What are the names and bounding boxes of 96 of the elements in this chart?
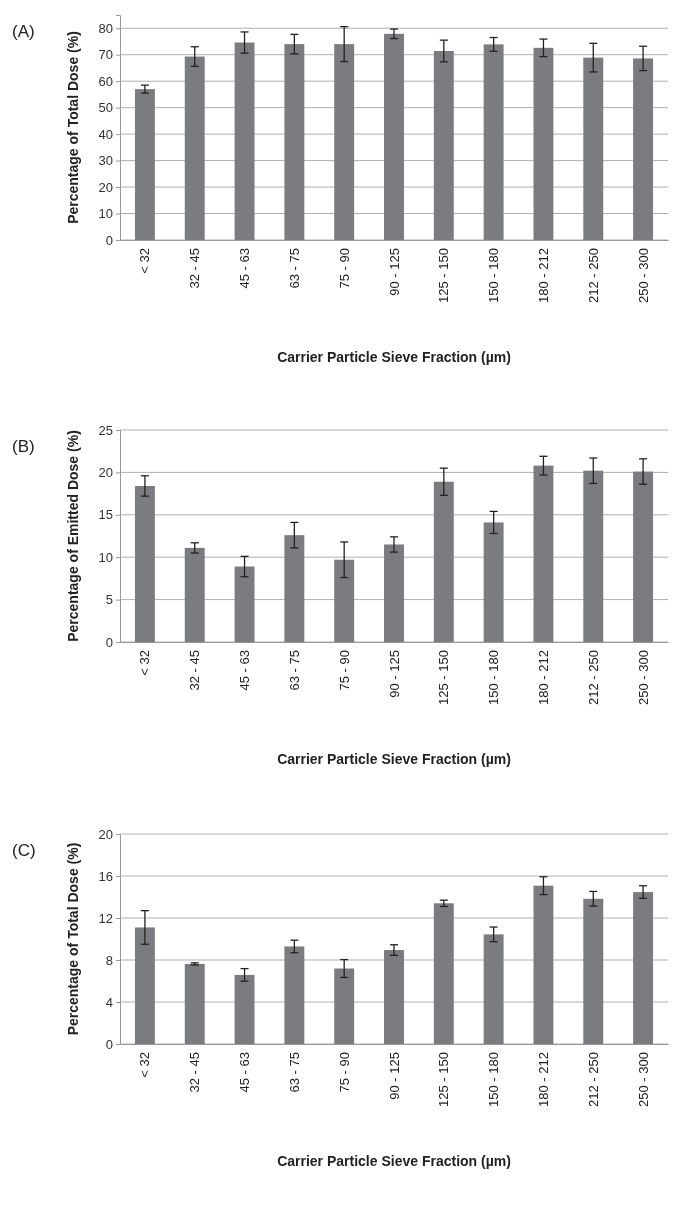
bar xyxy=(533,885,554,1044)
bar xyxy=(184,963,205,1044)
bar xyxy=(533,47,554,240)
x-tick-label: 150 - 180 xyxy=(486,650,502,705)
y-tick-label: 80 xyxy=(98,20,113,36)
x-tick-label: 212 - 250 xyxy=(585,650,601,705)
bar xyxy=(583,470,604,642)
y-tick-label: 8 xyxy=(105,952,113,968)
bar xyxy=(134,485,155,642)
bar xyxy=(234,42,255,240)
x-tick-label: < 32 xyxy=(137,650,153,676)
x-tick-label: 75 - 90 xyxy=(336,248,352,289)
x-tick-label: 90 - 125 xyxy=(386,248,402,296)
bar xyxy=(184,56,205,240)
bar xyxy=(234,566,255,642)
x-tick-label: 45 - 63 xyxy=(237,248,253,289)
x-tick-label: 150 - 180 xyxy=(486,1052,502,1107)
bar xyxy=(334,44,355,240)
bar xyxy=(284,44,305,240)
x-tick-label: 90 - 125 xyxy=(386,1052,402,1100)
x-tick-label: 75 - 90 xyxy=(336,1052,352,1093)
y-tick-label: 25 xyxy=(98,422,113,438)
bar xyxy=(334,559,355,642)
y-tick-label: 15 xyxy=(98,507,113,523)
chart-title: (B) xyxy=(12,437,35,456)
y-tick-label: 10 xyxy=(98,206,113,222)
x-tick-label: 180 - 212 xyxy=(536,248,551,303)
y-tick-label: 16 xyxy=(98,868,113,884)
x-tick-label: < 32 xyxy=(137,248,153,274)
y-tick-label: 20 xyxy=(98,465,113,481)
y-tick-label: 5 xyxy=(105,592,113,608)
y-tick-label: 70 xyxy=(98,47,113,63)
y-tick-label: 20 xyxy=(98,179,113,195)
x-tick-label: 45 - 63 xyxy=(237,1052,253,1093)
y-tick-label: 0 xyxy=(105,232,113,248)
x-axis-title: Carrier Particle Sieve Fraction (µm) xyxy=(277,751,511,767)
x-tick-label: 32 - 45 xyxy=(187,248,203,289)
x-tick-label: 63 - 75 xyxy=(286,248,302,289)
y-tick-label: 40 xyxy=(98,126,113,142)
y-tick-label: 10 xyxy=(98,549,113,565)
bar xyxy=(384,950,404,1044)
bar xyxy=(633,58,654,240)
bar xyxy=(483,44,504,240)
bar xyxy=(533,465,554,642)
y-axis-title: Percentage of Total Dose (%) xyxy=(65,842,81,1036)
y-axis-title: Percentage of Total Dose (%) xyxy=(65,31,81,224)
bar xyxy=(384,544,404,642)
y-tick-label: 50 xyxy=(98,100,113,116)
bar xyxy=(483,522,504,642)
bar xyxy=(633,471,654,642)
x-tick-label: 125 - 150 xyxy=(436,650,452,705)
x-tick-label: 250 - 300 xyxy=(635,248,651,303)
x-tick-label: 125 - 150 xyxy=(436,248,452,303)
y-tick-label: 30 xyxy=(98,153,113,169)
x-tick-label: 32 - 45 xyxy=(187,650,203,691)
bar xyxy=(433,51,454,240)
bar xyxy=(284,535,305,642)
bar xyxy=(384,33,404,240)
x-tick-label: 250 - 300 xyxy=(635,1052,651,1107)
x-tick-label: 45 - 63 xyxy=(237,650,253,691)
x-tick-label: 63 - 75 xyxy=(286,650,302,691)
x-tick-label: 75 - 90 xyxy=(336,650,352,691)
bar xyxy=(433,481,454,642)
x-tick-label: 32 - 45 xyxy=(187,1052,203,1093)
bar xyxy=(334,968,355,1044)
y-tick-label: 60 xyxy=(98,73,113,89)
x-tick-label: 180 - 212 xyxy=(536,1052,551,1107)
y-tick-label: 0 xyxy=(105,1036,113,1052)
x-tick-label: 212 - 250 xyxy=(585,248,601,303)
x-tick-label: 180 - 212 xyxy=(536,650,551,705)
x-tick-label: 150 - 180 xyxy=(486,248,502,303)
x-axis-title: Carrier Particle Sieve Fraction (µm) xyxy=(277,349,511,365)
bar xyxy=(433,903,454,1044)
x-axis-title: Carrier Particle Sieve Fraction (µm) xyxy=(277,1153,511,1169)
x-tick-label: 125 - 150 xyxy=(436,1052,452,1107)
y-tick-label: 4 xyxy=(105,994,113,1010)
bar xyxy=(184,547,205,642)
x-tick-label: 63 - 75 xyxy=(286,1052,302,1093)
bar xyxy=(583,898,604,1044)
y-axis-title: Percentage of Emitted Dose (%) xyxy=(65,430,81,642)
bar xyxy=(583,57,604,240)
x-tick-label: < 32 xyxy=(137,1052,153,1078)
y-tick-label: 20 xyxy=(98,826,113,842)
x-tick-label: 90 - 125 xyxy=(386,650,402,698)
y-tick-label: 12 xyxy=(98,910,113,926)
bar xyxy=(483,934,504,1044)
x-tick-label: 212 - 250 xyxy=(585,1052,601,1107)
y-tick-label: 0 xyxy=(105,634,113,650)
chart-title: (C) xyxy=(12,841,36,860)
bar xyxy=(284,946,305,1044)
bar xyxy=(134,927,155,1044)
bar xyxy=(234,974,255,1044)
x-tick-label: 250 - 300 xyxy=(635,650,651,705)
bar xyxy=(633,892,654,1044)
chart-title: (A) xyxy=(12,22,35,41)
bar xyxy=(134,89,155,240)
